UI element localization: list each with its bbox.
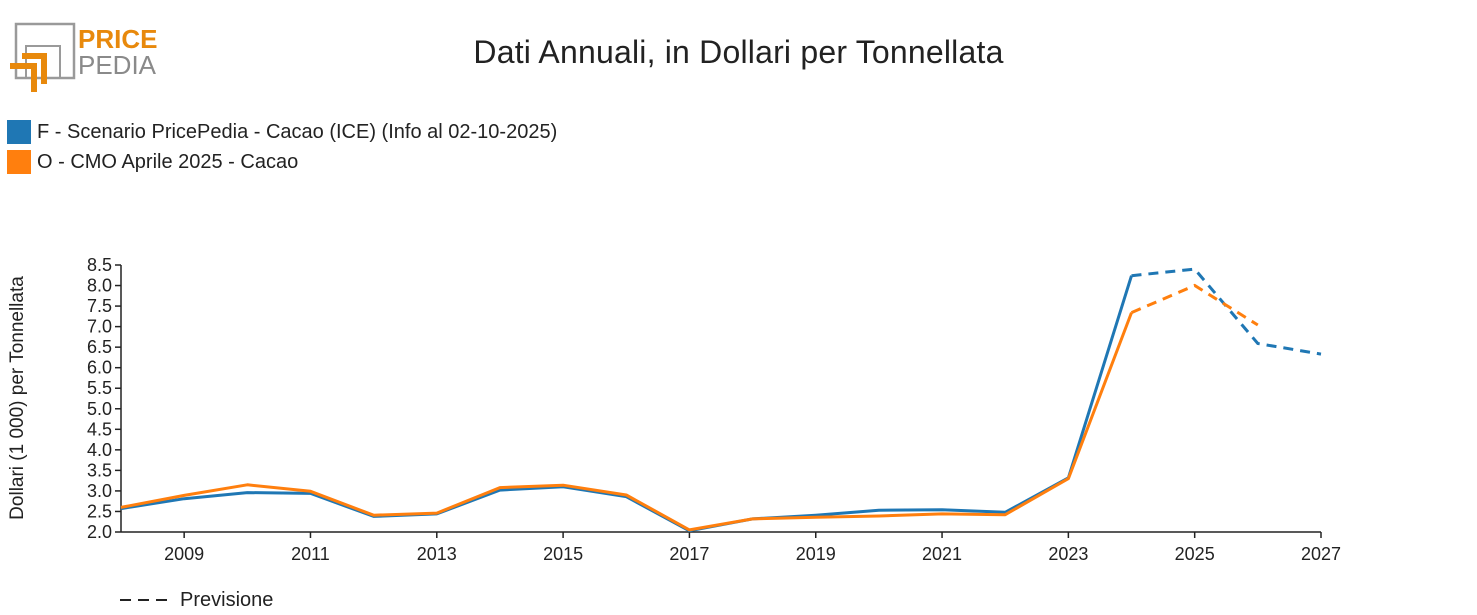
y-tick-label: 3.0 bbox=[87, 481, 112, 501]
logo-mark bbox=[10, 22, 76, 92]
series-2-actual-line bbox=[120, 312, 1133, 532]
x-tick-label: 2027 bbox=[1301, 544, 1341, 564]
y-axis-title: Dollari (1 000) per Tonnellata bbox=[7, 276, 28, 520]
x-tick-label: 2009 bbox=[164, 544, 204, 564]
y-tick-label: 3.5 bbox=[87, 460, 112, 480]
legend-item-series-2[interactable]: O - CMO Aprile 2025 - Cacao bbox=[7, 149, 298, 175]
legend-swatch-series-1 bbox=[7, 120, 31, 144]
pricepedia-logo: PRICE PEDIA bbox=[10, 22, 157, 92]
logo-text-pedia: PEDIA bbox=[78, 50, 157, 80]
series-1-forecast-line bbox=[1131, 267, 1322, 356]
x-tick-label: 2025 bbox=[1175, 544, 1215, 564]
chart-title: Dati Annuali, in Dollari per Tonnellata bbox=[473, 34, 1004, 70]
forecast-legend: Previsione bbox=[120, 588, 273, 612]
x-axis: 2009 2011 2013 2015 2017 2019 2021 2023 2025 2027 bbox=[121, 531, 1341, 564]
y-tick-label: 8.0 bbox=[87, 276, 112, 296]
series-2-forecast-line bbox=[1130, 283, 1259, 327]
legend-label-series-2: O - CMO Aprile 2025 - Cacao bbox=[37, 150, 299, 173]
x-tick-label: 2015 bbox=[543, 544, 583, 564]
y-tick-label: 8.5 bbox=[87, 255, 112, 275]
y-tick-label: 2.5 bbox=[87, 501, 112, 521]
y-tick-label: 5.0 bbox=[87, 399, 112, 419]
y-tick-label: 2.0 bbox=[87, 522, 112, 542]
y-tick-label: 4.0 bbox=[87, 440, 112, 460]
logo-text-price: PRICE bbox=[78, 24, 157, 54]
x-tick-label: 2017 bbox=[669, 544, 709, 564]
y-tick-label: 7.5 bbox=[87, 296, 112, 316]
x-tick-label: 2013 bbox=[417, 544, 457, 564]
y-axis: 2.02.53.03.54.04.55.05.56.06.57.07.58.08… bbox=[87, 255, 122, 542]
dashed-line-icon bbox=[120, 599, 172, 601]
y-tick-label: 7.0 bbox=[87, 317, 112, 337]
x-tick-label: 2019 bbox=[796, 544, 836, 564]
y-tick-label: 6.5 bbox=[87, 337, 112, 357]
y-tick-label: 5.5 bbox=[87, 378, 112, 398]
series-1-actual-line bbox=[120, 275, 1133, 533]
x-tick-label: 2011 bbox=[291, 544, 330, 564]
y-tick-label: 6.0 bbox=[87, 358, 112, 378]
x-tick-label: 2023 bbox=[1048, 544, 1088, 564]
legend-swatch-series-2 bbox=[7, 150, 31, 174]
x-tick-label: 2021 bbox=[922, 544, 962, 564]
legend-item-series-1[interactable]: F - Scenario PricePedia - Cacao (ICE) (I… bbox=[7, 119, 557, 145]
forecast-label: Previsione bbox=[180, 588, 274, 611]
legend-label-series-1: F - Scenario PricePedia - Cacao (ICE) (I… bbox=[37, 120, 558, 143]
series-layer bbox=[120, 267, 1322, 533]
y-tick-label: 4.5 bbox=[87, 419, 112, 439]
